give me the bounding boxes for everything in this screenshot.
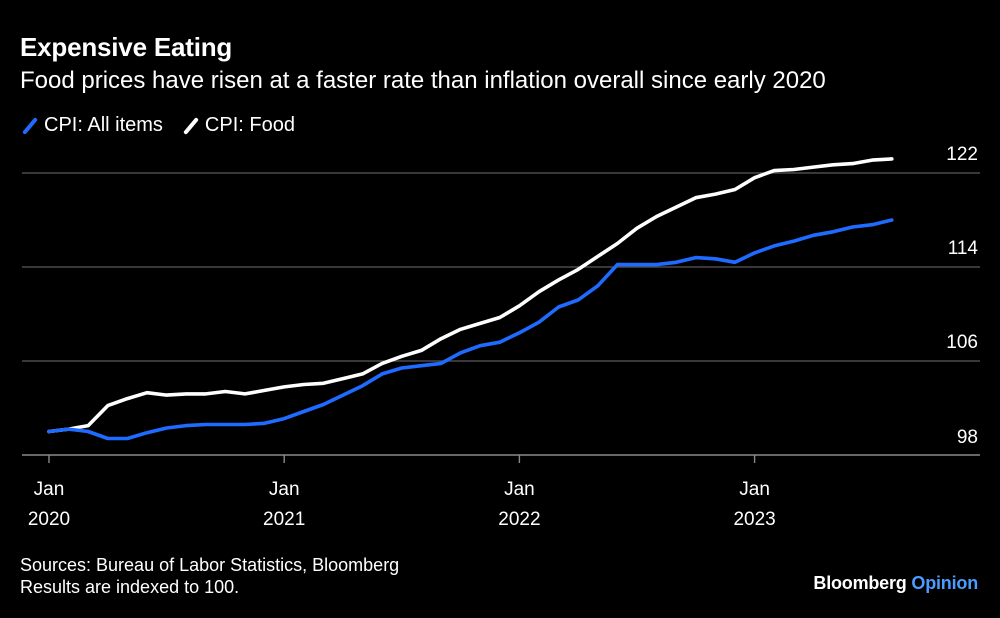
sources-note: Sources: Bureau of Labor Statistics, Blo… bbox=[20, 555, 400, 575]
y-tick-label: 122 bbox=[946, 144, 978, 165]
x-tick-label-month: Jan bbox=[34, 479, 65, 500]
x-tick-label-month: Jan bbox=[504, 479, 535, 500]
line-chart: 98 106 114 122 Jan 2020 Jan 2021 Jan 2022 Jan 2023 bbox=[22, 144, 980, 530]
x-tick-label-month: Jan bbox=[269, 479, 300, 500]
legend-label-all-items: CPI: All items bbox=[44, 114, 163, 136]
brand-logo: Bloomberg Opinion bbox=[813, 573, 978, 594]
x-tick-label-month: Jan bbox=[739, 479, 770, 500]
y-tick-label: 114 bbox=[948, 238, 979, 259]
series-line-food bbox=[47, 157, 894, 434]
index-note: Results are indexed to 100. bbox=[20, 577, 240, 597]
y-tick-label: 98 bbox=[957, 427, 978, 448]
chart-title: Expensive Eating bbox=[20, 32, 233, 62]
legend-item-all-items: CPI: All items bbox=[22, 114, 163, 137]
x-tick-label-year: 2022 bbox=[498, 509, 540, 530]
legend-label-food: CPI: Food bbox=[204, 114, 295, 136]
chart-footer: Sources: Bureau of Labor Statistics, Blo… bbox=[20, 554, 399, 598]
brand-name: Bloomberg bbox=[813, 573, 907, 593]
x-tick-label-year: 2020 bbox=[28, 509, 70, 530]
chart-subtitle: Food prices have risen at a faster rate … bbox=[20, 67, 826, 94]
chart-legend: CPI: All items CPI: Food bbox=[22, 114, 315, 137]
series-line-all-items bbox=[47, 218, 894, 441]
y-tick-label: 106 bbox=[946, 332, 978, 353]
legend-item-food: CPI: Food bbox=[182, 114, 295, 137]
x-tick-label-year: 2021 bbox=[263, 509, 305, 530]
brand-section: Opinion bbox=[911, 573, 978, 593]
x-tick-label-year: 2023 bbox=[733, 509, 775, 530]
